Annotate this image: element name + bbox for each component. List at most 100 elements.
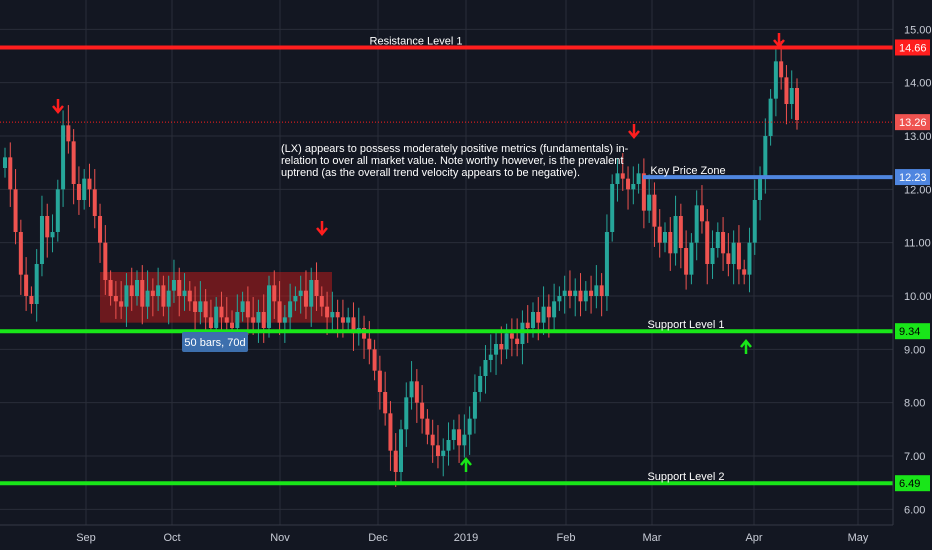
level-label: Resistance Level 1 (370, 35, 463, 47)
candle-body (567, 290, 572, 296)
candle-body (293, 296, 298, 302)
candle-body (319, 296, 324, 307)
candle-body (435, 445, 440, 456)
candle-body (557, 296, 562, 302)
candle-body (182, 290, 187, 296)
level-label: Support Level 2 (647, 471, 724, 483)
candle-body (135, 280, 139, 296)
candle-body (726, 253, 731, 264)
candle-body (171, 280, 176, 291)
candle-body (325, 306, 330, 318)
candle-body (747, 242, 752, 275)
candle-body (420, 402, 425, 419)
note-line: uptrend (as the overall trend velocity a… (281, 167, 580, 179)
candle-body (351, 317, 356, 334)
up-arrow (460, 457, 472, 472)
candle-body (441, 450, 446, 456)
candle-body (663, 232, 667, 243)
candle-body (647, 194, 652, 211)
candle-body (768, 98, 773, 136)
candle-body (483, 360, 488, 376)
candle-body (721, 232, 726, 254)
price-tag (895, 475, 930, 492)
y-tick-label: 7.00 (904, 451, 925, 463)
candle-body (3, 157, 7, 168)
candle-body (404, 397, 409, 430)
gridlines (0, 0, 893, 525)
candle-body (309, 280, 314, 307)
price-tag-label: 14.66 (899, 42, 927, 54)
candle-body (103, 242, 108, 280)
candle-body (245, 301, 250, 318)
y-tick-label: 13.00 (904, 131, 932, 143)
candle-body (763, 136, 768, 179)
candle-body (24, 274, 29, 296)
candle-body (340, 317, 345, 323)
annotations: Resistance Level 1 Key Price Zone Support … (182, 35, 726, 483)
candle-body (29, 296, 34, 304)
candle-body (414, 381, 419, 403)
candle-body (330, 312, 335, 318)
candle-body (552, 301, 557, 318)
level-label: Support Level 1 (647, 319, 724, 331)
candle-body (779, 61, 784, 78)
candle-body (494, 344, 499, 355)
candle-body (82, 178, 87, 200)
candle-body (18, 232, 23, 275)
x-tick-label: Dec (368, 532, 388, 544)
candle-body (34, 264, 39, 304)
candle-body (536, 312, 541, 323)
candle-body (50, 232, 55, 238)
candle-body (520, 322, 525, 344)
candle-body (546, 306, 551, 318)
range-box-label-bg (182, 332, 248, 352)
candle-body (615, 173, 620, 184)
candle-body (641, 173, 646, 211)
candle-body (446, 440, 451, 451)
candle-body (430, 434, 435, 446)
y-tick-label: 12.00 (904, 184, 932, 196)
candle-body (451, 429, 456, 440)
candle-body (752, 200, 757, 243)
candle-body (488, 354, 493, 360)
candle-body (599, 285, 604, 296)
down-arrow (316, 221, 328, 236)
y-tick-label: 6.00 (904, 504, 925, 516)
candle-body (55, 189, 60, 232)
candle-body (784, 77, 789, 104)
candle-body (699, 205, 704, 222)
candle-body (472, 392, 477, 419)
levels: 14.66 12.23 9.34 6.49 13.26 (0, 39, 930, 492)
candle-body (362, 328, 367, 339)
candle-body (715, 232, 720, 248)
candle-body (610, 184, 615, 232)
arrow-head (628, 130, 640, 139)
candle-body (303, 290, 308, 307)
candle-body (425, 418, 430, 435)
candle-body (119, 301, 124, 307)
candle-body (731, 242, 736, 264)
arrow-head (460, 457, 472, 466)
candle-body (773, 61, 778, 99)
candle-body (124, 285, 129, 307)
candle-body (583, 290, 588, 302)
candle-body (457, 429, 462, 446)
candle-body (525, 322, 530, 328)
candle-body (198, 301, 203, 312)
candle-body (240, 301, 245, 312)
candle-body (98, 216, 103, 243)
price-tag (895, 169, 930, 186)
candle-body (288, 301, 293, 318)
candle-body (499, 344, 504, 350)
candle-body (626, 178, 631, 190)
candle-body (92, 189, 97, 216)
candle-body (594, 285, 599, 296)
candle-body (277, 301, 282, 323)
candle-body (509, 333, 514, 339)
candle-body (8, 157, 13, 190)
candle-body (267, 285, 271, 328)
up-arrow (740, 339, 752, 354)
candle-body (673, 216, 678, 254)
